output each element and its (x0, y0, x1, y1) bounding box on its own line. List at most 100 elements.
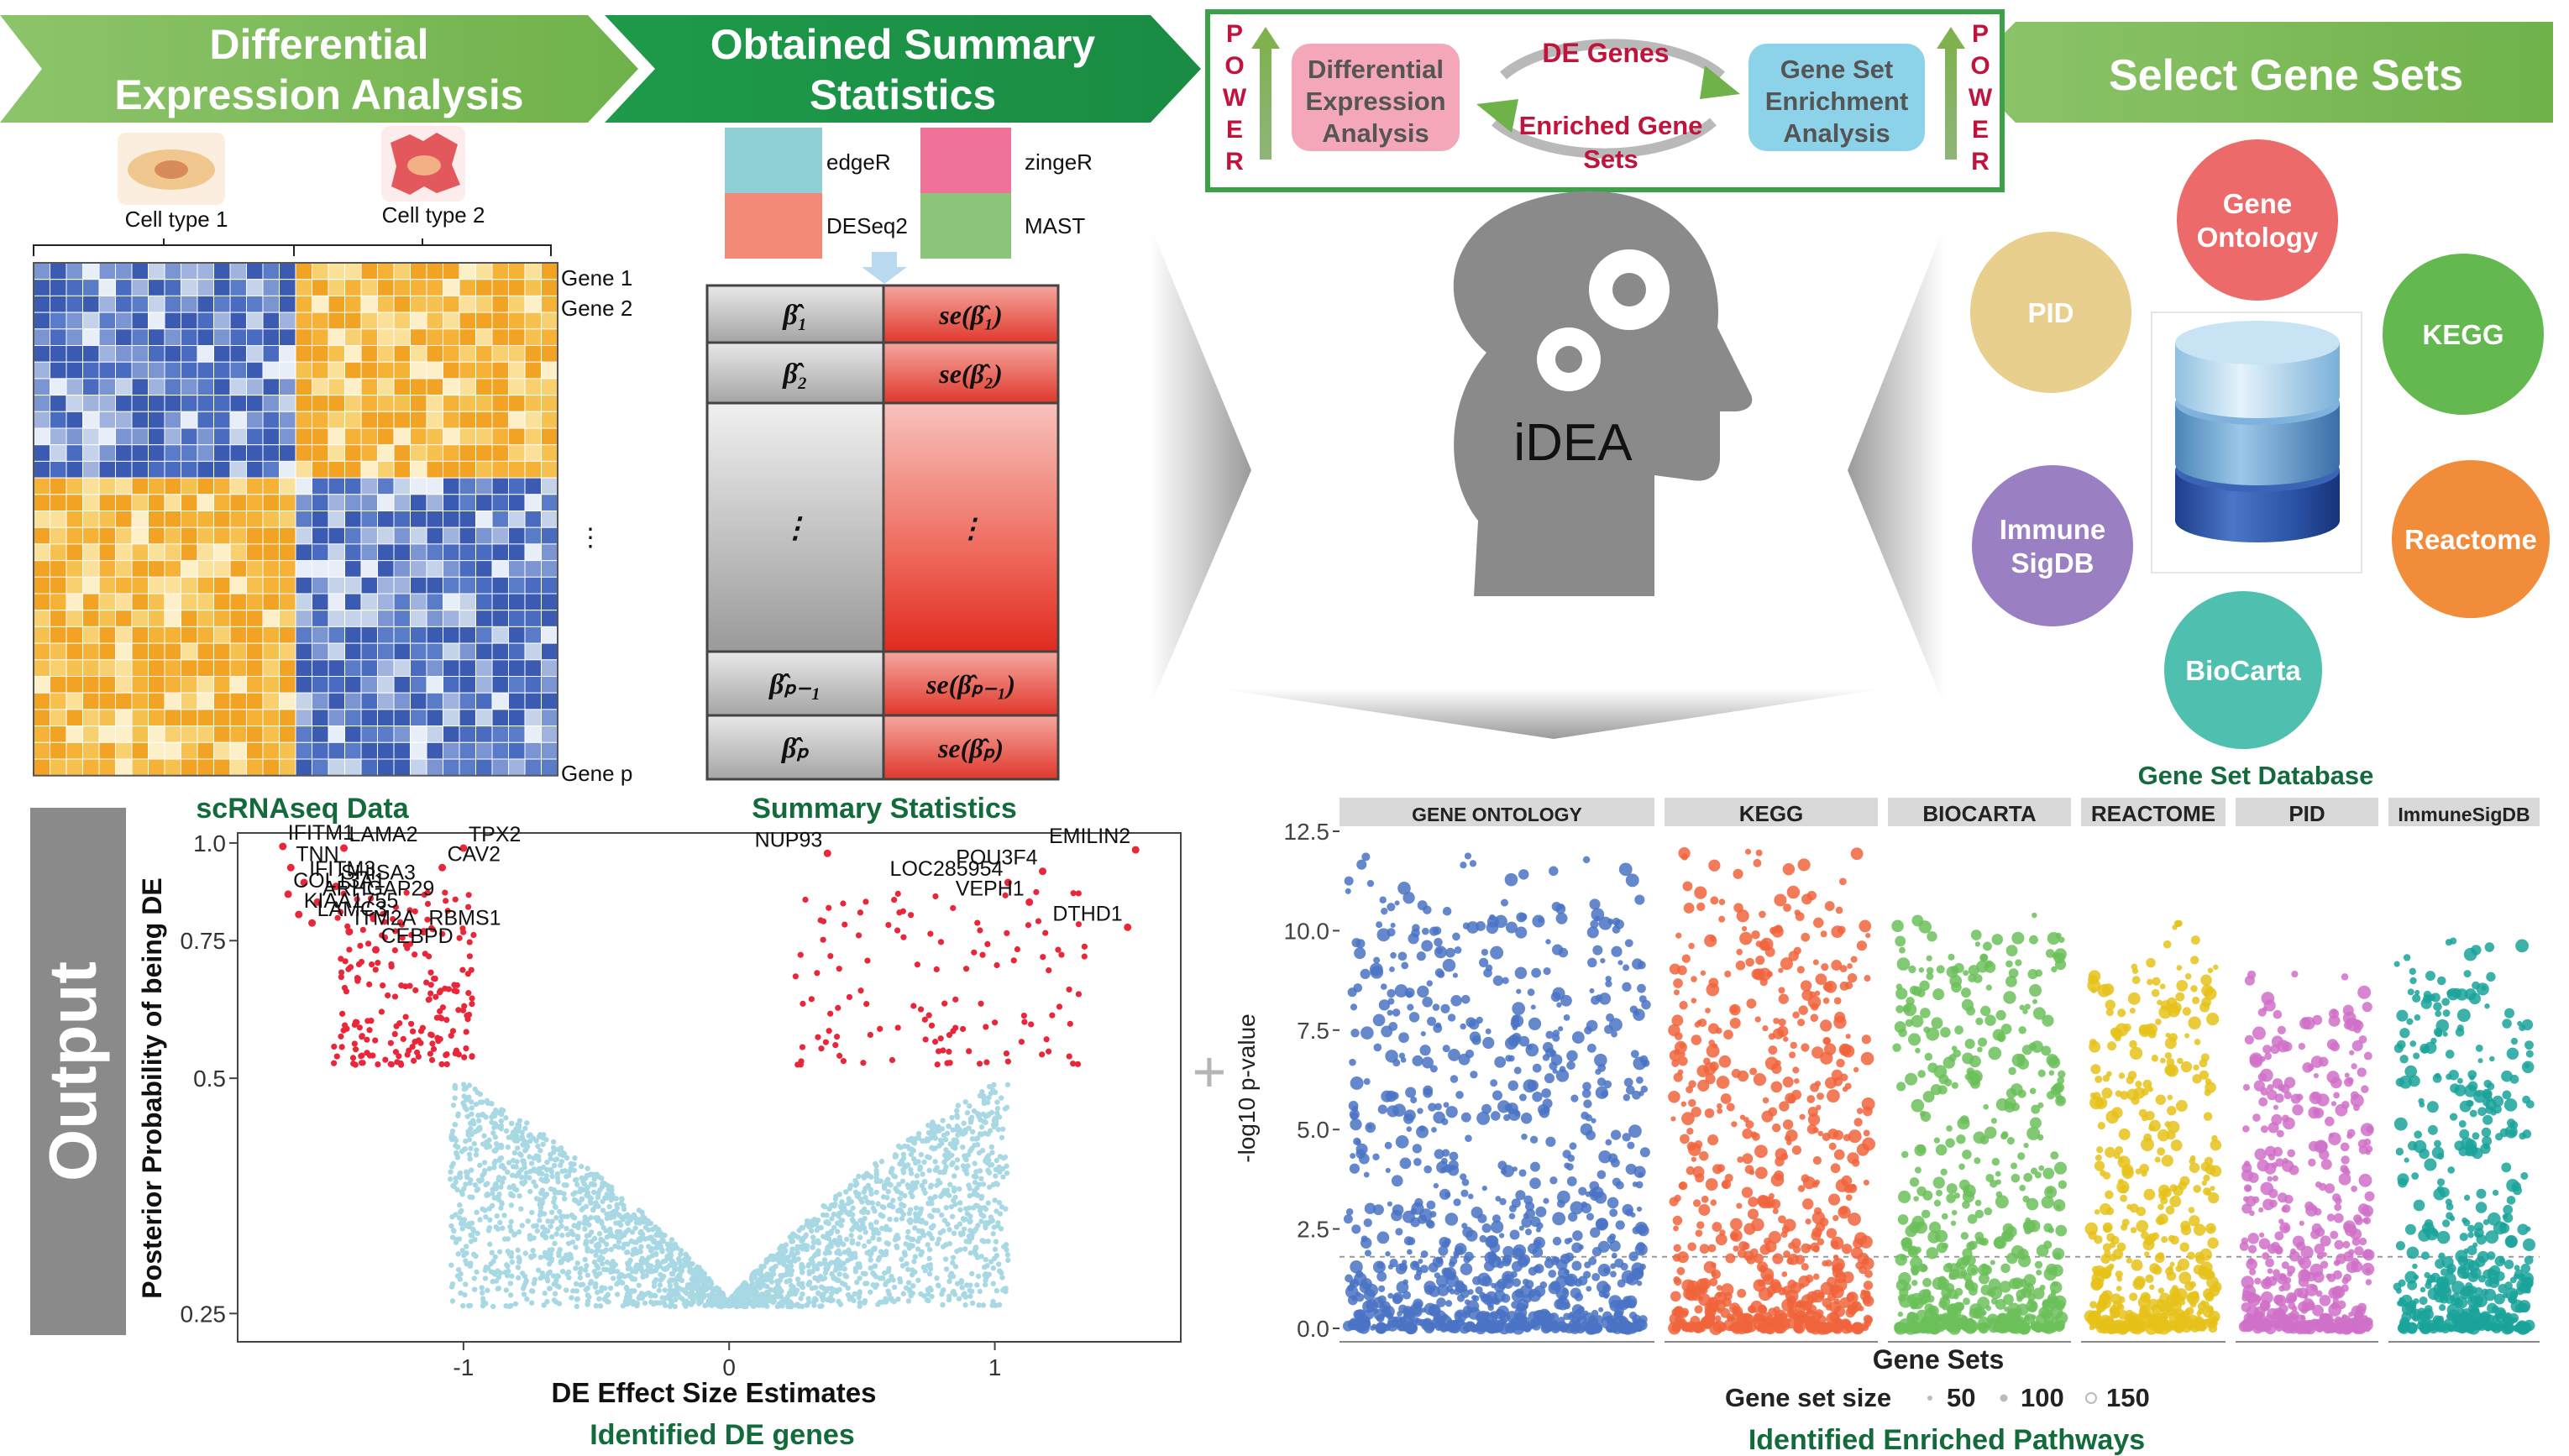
heatmap-cell (33, 460, 50, 479)
heatmap-cell (475, 676, 493, 694)
volcano-point (483, 1264, 490, 1270)
heatmap-cell (148, 642, 165, 661)
volcano-point (770, 1265, 776, 1271)
heatmap-cell (508, 659, 526, 677)
manhattan-point (1485, 1028, 1492, 1034)
volcano-point (632, 1246, 638, 1252)
manhattan-point (1372, 1013, 1386, 1027)
volcano-point (477, 1124, 483, 1131)
manhattan-point (1518, 913, 1528, 921)
heatmap-cell (328, 543, 345, 562)
volcano-point (941, 1218, 948, 1223)
heatmap-cell (328, 477, 345, 495)
volcano-point (509, 1132, 516, 1138)
heatmap-cell (475, 543, 493, 562)
volcano-de-point (877, 1025, 883, 1032)
volcano-point (612, 1243, 618, 1249)
heatmap-cell (443, 642, 460, 661)
volcano-point (894, 1188, 900, 1195)
manhattan-point (1490, 1079, 1498, 1087)
heatmap-cell (443, 477, 460, 495)
volcano-de-point (388, 961, 395, 968)
power-right-box (1748, 44, 1925, 151)
volcano-point (561, 1196, 568, 1202)
heatmap-cell (50, 626, 67, 644)
volcano-point (544, 1159, 550, 1165)
volcano-point (574, 1181, 580, 1187)
manhattan-point (1562, 1288, 1569, 1296)
heatmap-cell (66, 741, 83, 760)
heatmap-cell (328, 444, 345, 462)
heatmap-cell (66, 576, 83, 594)
volcano-point (962, 1099, 968, 1105)
volcano-point (485, 1287, 490, 1293)
heatmap-cell (262, 543, 280, 562)
volcano-point (503, 1115, 509, 1121)
heatmap-cell (459, 279, 476, 296)
heatmap-cell (262, 526, 280, 545)
volcano-de-point (1075, 890, 1082, 897)
manhattan-point (1512, 1002, 1526, 1016)
volcano-point (595, 1190, 601, 1197)
volcano-point (857, 1196, 863, 1202)
volcano-point (999, 1165, 1006, 1172)
heatmap-cell (82, 642, 100, 661)
beta-value: β̂ₚ (780, 733, 809, 764)
manhattan-point (1525, 1043, 1539, 1057)
volcano-point (548, 1166, 554, 1173)
volcano-point (666, 1279, 673, 1285)
volcano-point (557, 1208, 563, 1215)
volcano-de-point (455, 1007, 462, 1013)
manhattan-point (1636, 1076, 1644, 1084)
heatmap-cell (312, 610, 329, 627)
heatmap-cell (213, 378, 231, 396)
manhattan-point (1376, 1271, 1387, 1282)
manhattan-point (1617, 960, 1623, 966)
volcano-de-point (466, 953, 473, 960)
volcano-point (508, 1302, 514, 1309)
heatmap-cell (295, 444, 312, 462)
manhattan-point (1523, 1324, 1530, 1331)
heatmap-cell (312, 709, 329, 727)
volcano-point (989, 1218, 996, 1223)
manhattan-point (1544, 1106, 1550, 1113)
volcano-point (900, 1167, 906, 1173)
heatmap-cell (377, 262, 395, 280)
volcano-point (808, 1228, 815, 1234)
volcano-gene-label: NUP93 (755, 828, 823, 851)
volcano-point (919, 1249, 925, 1255)
volcano-point (509, 1120, 515, 1127)
heatmap-cell (197, 328, 214, 346)
volcano-point (586, 1172, 593, 1178)
heatmap-cell (279, 709, 296, 727)
heatmap-cell (229, 758, 247, 777)
banner-de-line2: Expression Analysis (114, 71, 523, 118)
volcano-point (711, 1286, 717, 1292)
heatmap-cell (491, 444, 509, 462)
banner-summary-line1: Obtained Summary (710, 21, 1096, 68)
heatmap-cell (410, 427, 427, 446)
manhattan-point (1440, 1003, 1450, 1013)
volcano-point (688, 1301, 695, 1307)
volcano-point (909, 1171, 915, 1176)
heatmap-cell (312, 427, 329, 446)
volcano-point (537, 1218, 543, 1223)
heatmap-cell (393, 676, 411, 694)
volcano-point (728, 1297, 734, 1303)
heatmap-cell (344, 444, 362, 462)
heatmap-cell (181, 295, 198, 313)
volcano-point (636, 1282, 642, 1288)
heatmap-cell (295, 295, 312, 313)
manhattan-point (1441, 1149, 1450, 1157)
manhattan-point (1614, 1258, 1624, 1268)
heatmap-cell (33, 378, 50, 396)
manhattan-point (1392, 1008, 1401, 1017)
heatmap-cell (295, 626, 312, 644)
volcano-point (984, 1099, 991, 1106)
heatmap-cell (33, 610, 50, 627)
volcano-point (901, 1202, 907, 1209)
gene-set-db-label: BioCarta (2185, 655, 2301, 686)
heatmap-cell (295, 361, 312, 380)
heatmap-cell (524, 477, 542, 495)
heatmap-cell (66, 758, 83, 777)
